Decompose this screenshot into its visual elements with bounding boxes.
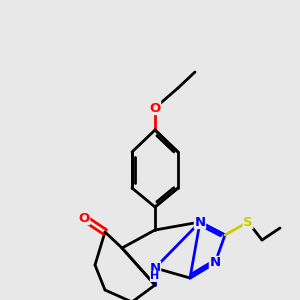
Text: O: O <box>78 212 90 224</box>
Text: H: H <box>150 272 160 281</box>
Text: N: N <box>209 256 220 269</box>
Text: N: N <box>149 262 161 275</box>
Text: S: S <box>243 215 253 229</box>
Text: N: N <box>194 215 206 229</box>
Text: O: O <box>149 101 161 115</box>
